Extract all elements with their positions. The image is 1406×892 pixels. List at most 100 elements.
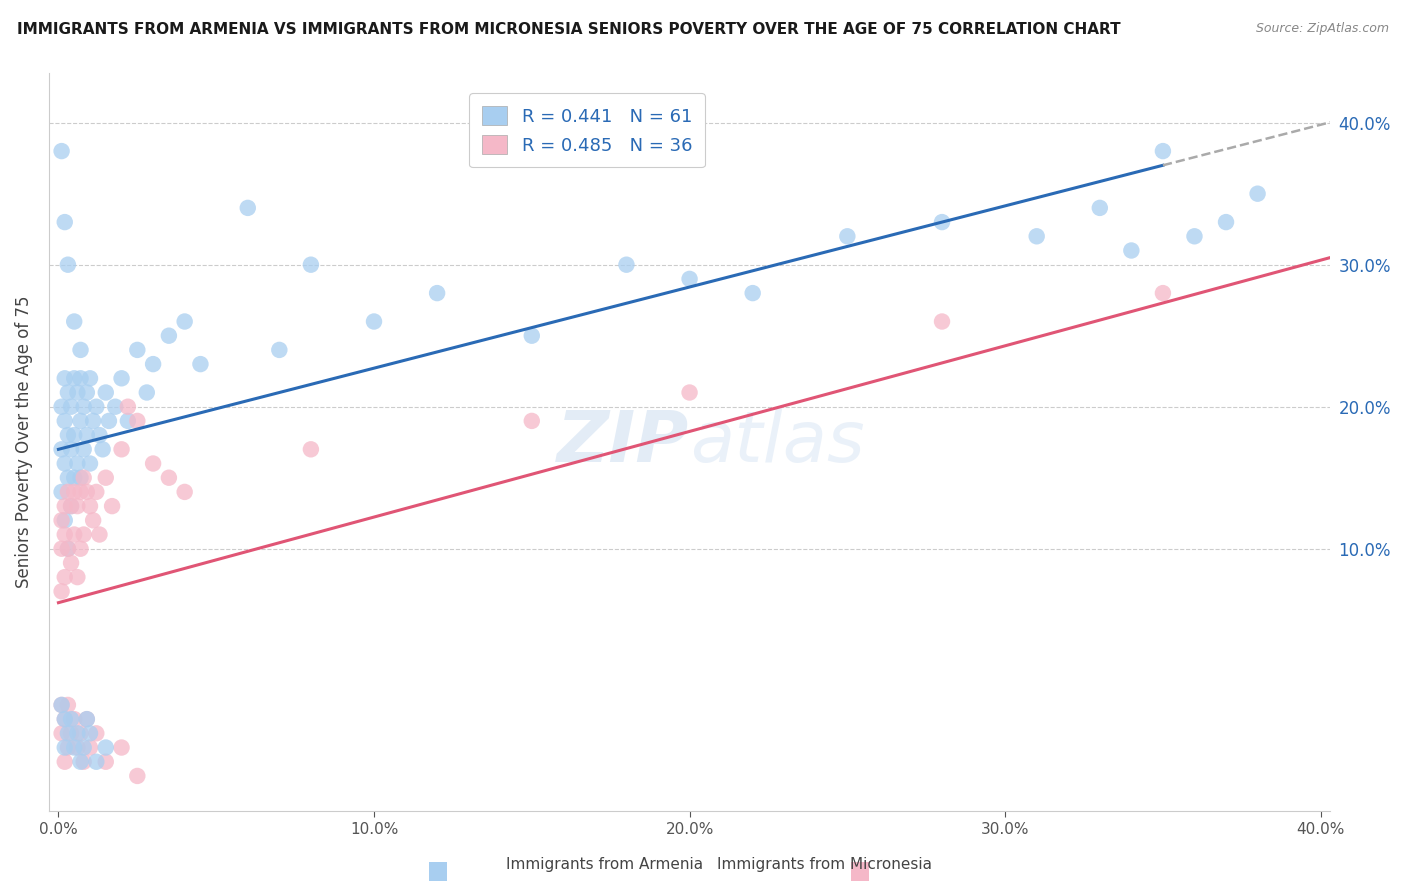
Point: [63, 527, 86, 541]
Point: [520, 414, 543, 428]
Point: [51, 513, 73, 527]
Point: [60, 442, 83, 457]
Text: Immigrants from Armenia: Immigrants from Armenia: [506, 857, 703, 872]
Point: [56, 726, 79, 740]
Point: [63, 471, 86, 485]
Point: [60, 712, 83, 726]
Y-axis label: Seniors Poverty Over the Age of 75: Seniors Poverty Over the Age of 75: [15, 296, 32, 589]
Point: [91, 442, 114, 457]
Point: [84, 726, 107, 740]
Point: [79, 740, 101, 755]
Point: [51, 442, 73, 457]
Point: [84, 484, 107, 499]
Point: [63, 484, 86, 499]
Point: [94, 385, 117, 400]
Point: [79, 499, 101, 513]
Point: [73, 527, 96, 541]
Point: [678, 385, 700, 400]
Point: [66, 726, 89, 740]
Point: [53, 499, 76, 513]
Point: [110, 371, 132, 385]
Point: [60, 726, 83, 740]
Point: [53, 712, 76, 726]
Point: [60, 499, 83, 513]
Point: [60, 556, 83, 570]
Point: [51, 584, 73, 599]
Point: [53, 527, 76, 541]
Point: [53, 371, 76, 385]
Point: [127, 414, 149, 428]
Point: [110, 442, 132, 457]
Point: [56, 541, 79, 556]
Point: [63, 428, 86, 442]
Point: [1215, 215, 1237, 229]
Point: [56, 541, 79, 556]
Point: [53, 712, 76, 726]
Point: [269, 343, 291, 357]
Point: [56, 740, 79, 755]
Point: [51, 144, 73, 158]
Point: [73, 400, 96, 414]
Point: [69, 471, 91, 485]
Point: [157, 328, 180, 343]
Point: [60, 400, 83, 414]
Point: [51, 484, 73, 499]
Point: [56, 698, 79, 712]
Point: [53, 740, 76, 755]
Point: [84, 755, 107, 769]
Point: [69, 726, 91, 740]
Text: atlas: atlas: [689, 408, 865, 476]
Point: [73, 442, 96, 457]
Point: [76, 712, 98, 726]
Point: [236, 201, 259, 215]
Point: [73, 740, 96, 755]
Point: [299, 258, 322, 272]
Point: [53, 513, 76, 527]
Point: [53, 755, 76, 769]
Point: [426, 286, 449, 301]
Point: [173, 314, 195, 328]
Point: [56, 258, 79, 272]
Point: [53, 414, 76, 428]
Point: [76, 484, 98, 499]
Point: [51, 400, 73, 414]
Point: [60, 499, 83, 513]
Point: [89, 428, 111, 442]
Point: [1152, 286, 1174, 301]
Point: [66, 385, 89, 400]
Point: [79, 457, 101, 471]
Point: [76, 385, 98, 400]
Point: [69, 414, 91, 428]
Point: [76, 428, 98, 442]
Point: [1184, 229, 1206, 244]
Point: [84, 400, 107, 414]
Point: [104, 400, 127, 414]
Point: [51, 726, 73, 740]
Point: [142, 457, 165, 471]
Point: [89, 527, 111, 541]
Point: [363, 314, 385, 328]
Point: [56, 385, 79, 400]
Point: [63, 712, 86, 726]
Point: [51, 541, 73, 556]
Point: [837, 229, 859, 244]
Point: [142, 357, 165, 371]
Point: [76, 712, 98, 726]
Text: Source: ZipAtlas.com: Source: ZipAtlas.com: [1256, 22, 1389, 36]
Text: ZIP: ZIP: [557, 408, 689, 476]
Point: [678, 272, 700, 286]
Point: [53, 215, 76, 229]
Point: [520, 328, 543, 343]
Point: [173, 484, 195, 499]
Point: [135, 385, 157, 400]
Point: [66, 740, 89, 755]
Point: [73, 755, 96, 769]
Point: [53, 570, 76, 584]
Point: [117, 414, 139, 428]
Point: [127, 769, 149, 783]
Point: [69, 755, 91, 769]
Point: [1246, 186, 1268, 201]
Point: [66, 499, 89, 513]
Point: [79, 371, 101, 385]
Point: [616, 258, 638, 272]
